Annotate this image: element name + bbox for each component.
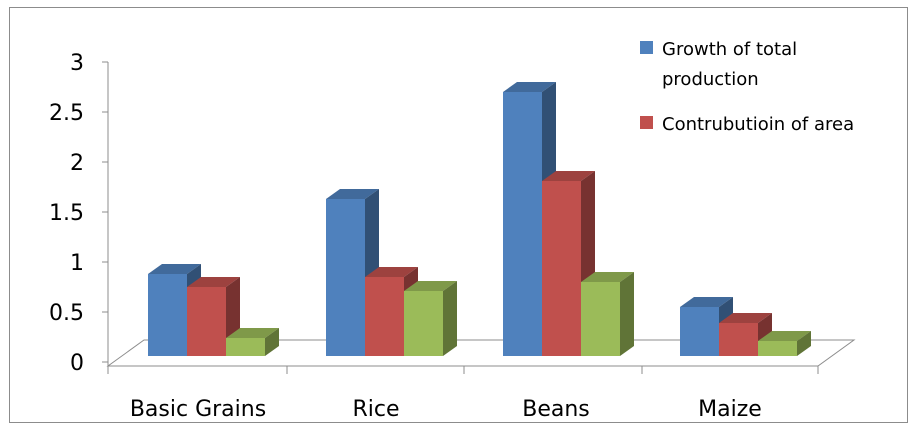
bar-front [148, 274, 187, 356]
bar-front [365, 277, 404, 356]
category-label: Rice [352, 397, 399, 422]
chart-floor [106, 339, 856, 367]
y-tick-label: 3 [70, 51, 84, 76]
legend-label: Contrubutioin of area [662, 114, 854, 135]
bar-top [581, 272, 634, 282]
y-tick-label: 2 [70, 151, 84, 176]
bar-front [758, 341, 797, 356]
bar [326, 189, 379, 356]
bar-front [226, 338, 265, 356]
category-label: Beans [522, 397, 590, 422]
legend-swatch [640, 116, 653, 129]
bar-top [542, 171, 595, 181]
bar-top [404, 281, 457, 291]
legend-swatch [640, 41, 653, 54]
y-tick-labels: 0 0.5 1 1.5 2 2.5 3 [49, 51, 84, 376]
y-tick-label: 1 [70, 251, 84, 276]
bar [226, 328, 279, 356]
bar-top [719, 313, 772, 323]
legend-item: Contrubutioin of area [640, 114, 854, 135]
bar-side [443, 281, 457, 356]
chart-bars [148, 82, 811, 356]
chart-axes [102, 61, 856, 374]
y-tick-label: 0 [70, 351, 84, 376]
bar-top [758, 331, 811, 341]
legend-item: Growth of total production [640, 39, 797, 90]
legend-label: Growth of total [662, 39, 797, 60]
bar-side [620, 272, 634, 356]
bar-front [187, 287, 226, 356]
y-tick-label: 0.5 [49, 301, 84, 326]
bar [758, 331, 811, 356]
bar-front [581, 282, 620, 356]
bar-top [226, 328, 279, 338]
bar-top [326, 189, 379, 199]
bar-front [719, 323, 758, 356]
category-label: Maize [698, 397, 762, 422]
bar-top [187, 277, 240, 287]
category-label: Basic Grains [130, 397, 266, 422]
bar-front [542, 181, 581, 356]
bar-front [503, 92, 542, 356]
bar-front [680, 307, 719, 356]
bar-front [404, 291, 443, 356]
bar [404, 281, 457, 356]
bar-top [148, 264, 201, 274]
category-labels: Basic Grains Rice Beans Maize [130, 397, 762, 422]
chart-legend: Growth of total production Contrubutioin o… [640, 39, 854, 135]
legend-label: production [662, 69, 759, 90]
bar-side [797, 331, 811, 356]
bar-front [326, 199, 365, 356]
y-tick-label: 2.5 [49, 101, 84, 126]
bar-top [365, 267, 418, 277]
bar-side [265, 328, 279, 356]
bar [581, 272, 634, 356]
bar-top [503, 82, 556, 92]
y-tick-label: 1.5 [49, 201, 84, 226]
bar-top [680, 297, 733, 307]
